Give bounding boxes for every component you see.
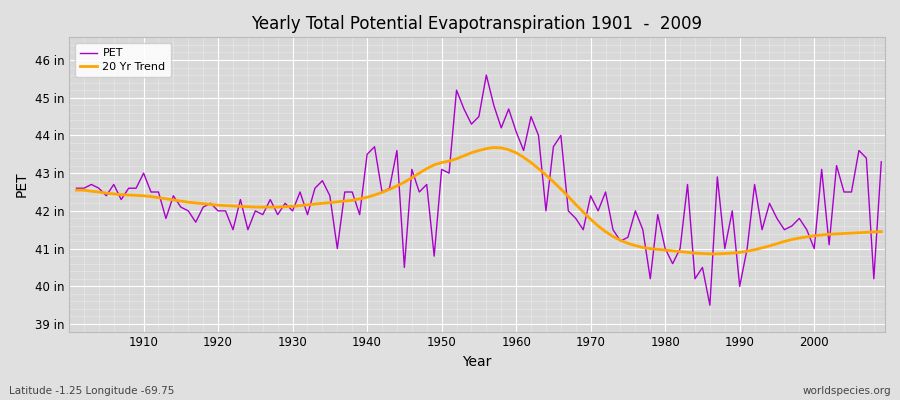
Legend: PET, 20 Yr Trend: PET, 20 Yr Trend bbox=[75, 43, 171, 77]
Line: PET: PET bbox=[76, 75, 881, 305]
PET bbox=[518, 148, 529, 153]
PET bbox=[705, 303, 716, 308]
Title: Yearly Total Potential Evapotranspiration 1901  -  2009: Yearly Total Potential Evapotranspiratio… bbox=[251, 15, 703, 33]
Text: Latitude -1.25 Longitude -69.75: Latitude -1.25 Longitude -69.75 bbox=[9, 386, 175, 396]
Y-axis label: PET: PET bbox=[15, 172, 29, 197]
PET bbox=[481, 73, 491, 78]
20 Yr Trend bbox=[71, 188, 82, 192]
X-axis label: Year: Year bbox=[463, 355, 491, 369]
20 Yr Trend bbox=[339, 199, 350, 204]
20 Yr Trend bbox=[130, 193, 141, 198]
20 Yr Trend bbox=[489, 145, 500, 150]
20 Yr Trend bbox=[294, 203, 305, 208]
20 Yr Trend bbox=[705, 252, 716, 256]
PET bbox=[294, 190, 305, 194]
Text: worldspecies.org: worldspecies.org bbox=[803, 386, 891, 396]
PET bbox=[71, 186, 82, 191]
Line: 20 Yr Trend: 20 Yr Trend bbox=[76, 148, 881, 254]
PET bbox=[130, 186, 141, 191]
PET bbox=[510, 129, 521, 134]
20 Yr Trend bbox=[510, 150, 521, 155]
20 Yr Trend bbox=[876, 229, 886, 234]
20 Yr Trend bbox=[518, 155, 529, 160]
PET bbox=[339, 190, 350, 194]
PET bbox=[876, 160, 886, 164]
20 Yr Trend bbox=[608, 234, 618, 239]
PET bbox=[608, 227, 618, 232]
